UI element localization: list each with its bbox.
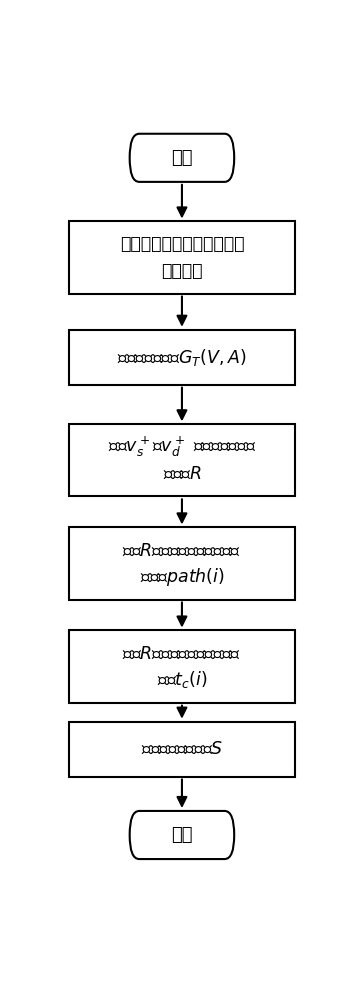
Text: 献值$t_c(i)$: 献值$t_c(i)$ [157,669,207,690]
FancyBboxPatch shape [130,811,234,859]
Text: 结束: 结束 [171,826,193,844]
FancyBboxPatch shape [69,527,295,600]
Text: 径集合$path(i)$: 径集合$path(i)$ [140,566,224,587]
Text: 获取目标卫星网络拓扑以及: 获取目标卫星网络拓扑以及 [120,235,244,253]
Text: 计算$v_s^+$，$v_d^+$ 之间的最小传输: 计算$v_s^+$，$v_d^+$ 之间的最小传输 [108,435,256,459]
FancyBboxPatch shape [69,722,295,777]
Text: 计算$R$中每条传输弧的冲突路: 计算$R$中每条传输弧的冲突路 [122,541,241,559]
Text: 构建时间扩展图$G_T(V,A)$: 构建时间扩展图$G_T(V,A)$ [117,347,247,368]
Text: 弧割集$R$: 弧割集$R$ [163,464,201,482]
FancyBboxPatch shape [69,221,295,294]
FancyBboxPatch shape [69,424,295,496]
Text: 计算关键链路序列$S$: 计算关键链路序列$S$ [141,740,223,758]
FancyBboxPatch shape [69,630,295,703]
FancyBboxPatch shape [69,330,295,385]
Text: 业务信息: 业务信息 [161,262,203,280]
Text: 开始: 开始 [171,149,193,167]
Text: 计算$R$中每条传输弧的时延贡: 计算$R$中每条传输弧的时延贡 [122,645,241,662]
FancyBboxPatch shape [130,134,234,182]
